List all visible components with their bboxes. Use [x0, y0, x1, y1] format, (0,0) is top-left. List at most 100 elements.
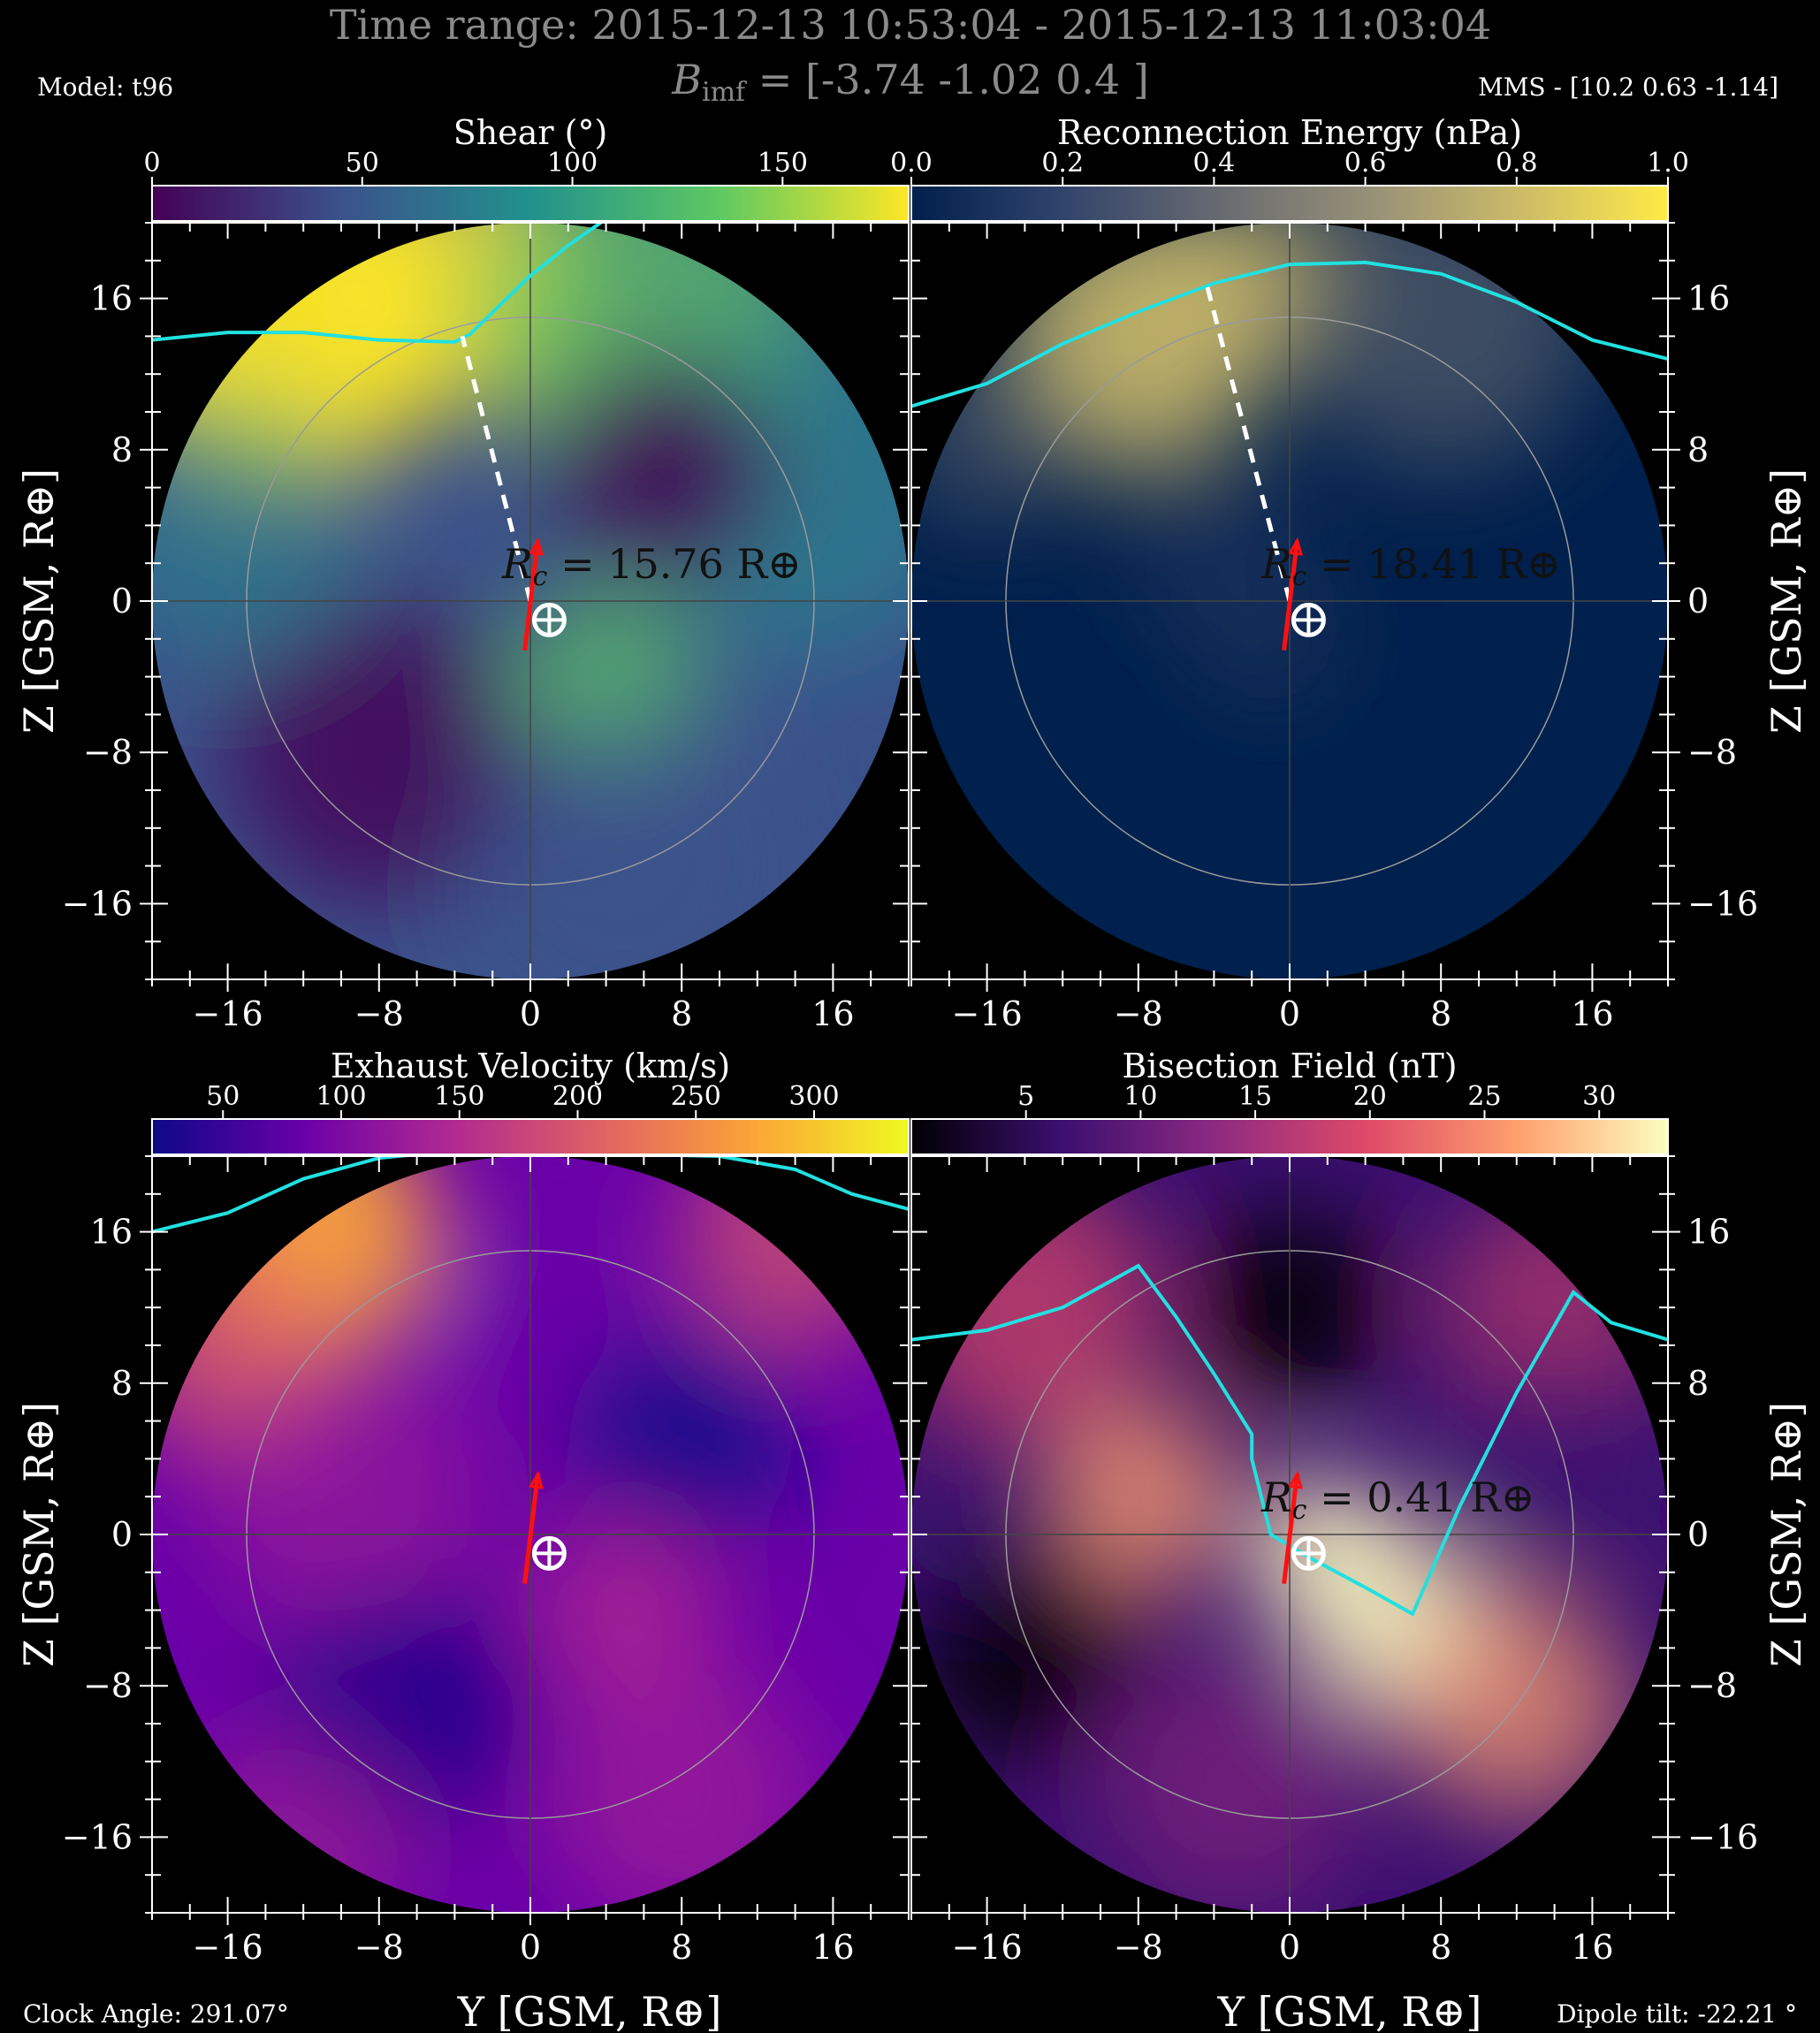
rc-subscript: c: [1292, 1495, 1307, 1526]
x-tick-label: 8: [1430, 1928, 1451, 1967]
y-axis-label: Z [GSM, R⊕]: [15, 468, 63, 734]
bimf-subscript: imf: [702, 77, 747, 108]
colorbar-tick-label: 100: [547, 148, 598, 179]
x-tick-label: 8: [671, 1928, 692, 1967]
x-tick-label: 0: [1279, 1928, 1300, 1967]
heatmap: [152, 1156, 909, 1913]
y-tick-label: −8: [83, 1666, 133, 1705]
panel-title: Bisection Field (nT): [1122, 1047, 1457, 1085]
cyan-trace: [911, 260, 1668, 408]
colorbar-tick-label: 20: [1353, 1081, 1387, 1112]
heatmap-field: [911, 1175, 1668, 1913]
panel-title: Shear (°): [453, 113, 608, 152]
x-tick-label: −16: [192, 1928, 263, 1967]
heatmap-blob: [454, 696, 796, 979]
y-tick-label: 8: [1687, 430, 1709, 469]
time-range-title: Time range: 2015-12-13 10:53:04 - 2015-1…: [330, 1, 1491, 49]
y-tick-label: 8: [111, 1364, 133, 1403]
colorbar-tick-label: 50: [346, 148, 379, 179]
y-tick-label: −16: [1687, 884, 1758, 923]
model-label: Model: t96: [37, 72, 173, 102]
heatmap-blob: [530, 1515, 720, 1705]
panel-4: Bisection Field (nT) 5 10 15 20 25 30 Rc = 0.41…: [910, 1047, 1810, 1967]
heatmap-field: [152, 223, 909, 979]
panel-3: Exhaust Velocity (km/s) 50 100 150 200 250 300…: [15, 1047, 910, 1967]
colorbar-tick-label: 300: [788, 1081, 839, 1112]
y-axis-label: Z [GSM, R⊕]: [1763, 1402, 1810, 1667]
colorbar-tick-label: 100: [316, 1081, 366, 1112]
red-arrow-head: [1288, 537, 1304, 556]
colorbar-tick-label: 150: [434, 1081, 484, 1112]
cyan-trace: [152, 1156, 909, 1234]
rc-value: = 0.41 R⊕: [1306, 1473, 1534, 1521]
rc-symbol: R: [501, 540, 533, 588]
cyan-trace: [152, 223, 604, 344]
x-axis-label-right: Y [GSM, R⊕]: [1217, 1988, 1482, 2033]
heatmap-blob: [1441, 1345, 1668, 1572]
colorbar-tick-label: 0.0: [890, 148, 933, 179]
x-tick-label: 8: [671, 994, 692, 1033]
y-tick-label: 8: [1687, 1364, 1709, 1403]
x-tick-label: 8: [1430, 994, 1451, 1033]
rc-symbol: R: [1260, 540, 1292, 588]
heatmap-blob: [549, 1666, 815, 1913]
y-tick-label: 0: [1687, 582, 1709, 621]
x-tick-label: −8: [354, 994, 404, 1033]
heatmap-blob: [1043, 1402, 1233, 1592]
y-axis-label: Z [GSM, R⊕]: [1763, 468, 1810, 734]
y-tick-label: −8: [1687, 733, 1737, 772]
y-tick-label: −8: [1687, 1666, 1737, 1705]
heatmap-blob: [152, 392, 361, 659]
x-tick-label: 0: [1279, 994, 1300, 1033]
y-tick-label: 16: [1687, 1213, 1730, 1252]
colorbar-tick-label: 250: [671, 1081, 721, 1112]
panel-title: Reconnection Energy (nPa): [1057, 113, 1522, 152]
x-axis-label: Y [GSM, R⊕]: [457, 1988, 722, 2033]
rc-symbol: R: [1260, 1473, 1292, 1521]
red-arrow: [1282, 1473, 1300, 1584]
y-tick-label: −8: [83, 733, 133, 772]
x-tick-label: −8: [1114, 994, 1163, 1033]
dashed-line: [460, 335, 533, 602]
x-tick-label: −16: [951, 994, 1022, 1033]
red-arrow: [522, 540, 541, 651]
x-tick-label: 0: [520, 994, 541, 1033]
y-axis-label: Z [GSM, R⊕]: [15, 1402, 63, 1667]
colorbar-tick-label: 0.8: [1496, 148, 1538, 179]
bimf-title: Bimf = [-3.74 -1.02 0.4 ]: [671, 56, 1149, 108]
x-tick-label: 16: [1571, 1928, 1613, 1967]
colorbar: [151, 1118, 910, 1155]
x-tick-label: 16: [811, 1928, 854, 1967]
bimf-symbol: B: [671, 56, 702, 103]
heatmap-blob: [911, 336, 1082, 526]
colorbar: [910, 185, 1669, 222]
y-tick-label: 16: [90, 1213, 133, 1252]
rc-label: Rc = 0.41 R⊕: [1260, 1473, 1534, 1526]
colorbar-tick-label: 1.0: [1647, 148, 1689, 179]
panel-title: Exhaust Velocity (km/s): [331, 1047, 730, 1085]
rc-subscript: c: [1292, 561, 1307, 592]
dashed-line: [1204, 282, 1292, 602]
heatmap-blob: [911, 1534, 1138, 1762]
rc-subscript: c: [533, 561, 548, 592]
y-tick-label: 16: [90, 279, 133, 318]
y-tick-label: −16: [62, 1817, 133, 1856]
red-arrow-head: [529, 1470, 544, 1489]
red-arrow-head: [529, 537, 544, 556]
heatmap-blob: [209, 1364, 474, 1629]
heatmap-blob: [1100, 1648, 1366, 1913]
y-tick-label: 0: [111, 1515, 133, 1554]
clock-angle-label: Clock Angle: 291.07°: [23, 1999, 289, 2029]
y-tick-label: 0: [111, 582, 133, 621]
red-arrow-head: [1288, 1470, 1304, 1489]
x-tick-label: −8: [1114, 1928, 1163, 1967]
heatmap-blob: [911, 1402, 1082, 1592]
colorbar-tick-label: 5: [1017, 1081, 1034, 1112]
colorbar-tick-label: 15: [1238, 1081, 1272, 1112]
rc-value: = 15.76 R⊕: [547, 540, 801, 588]
panel-2: Reconnection Energy (nPa) 0.0 0.2 0.4 0.6 0.8…: [890, 113, 1810, 1033]
colorbar-tick-label: 30: [1582, 1081, 1616, 1112]
y-tick-label: 8: [111, 430, 133, 469]
